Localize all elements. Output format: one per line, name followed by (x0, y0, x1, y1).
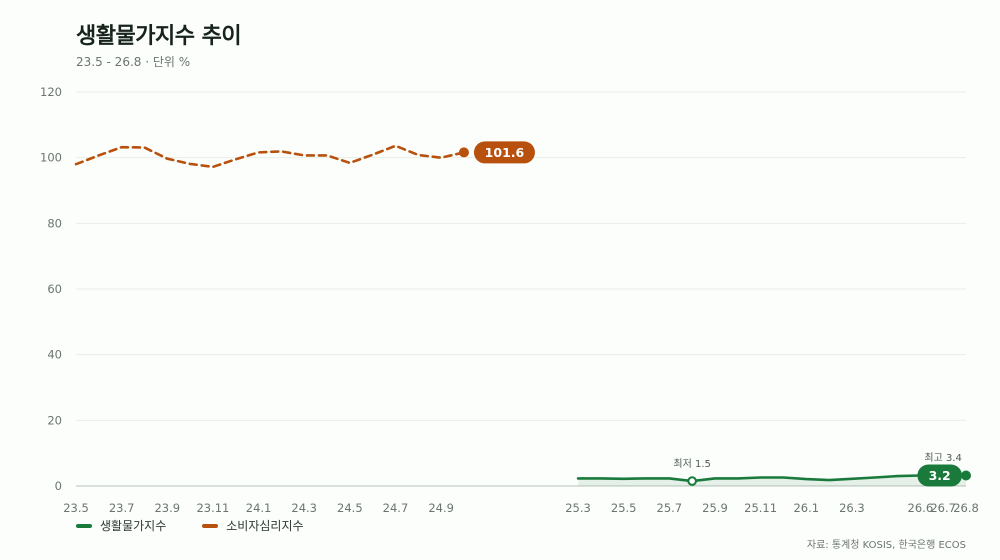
x-tick-label: 24.1 (246, 501, 272, 515)
legend-label: 소비자심리지수 (226, 519, 304, 533)
x-tick-label: 26.7 (930, 501, 956, 515)
series-end-label: 101.6 (485, 145, 525, 160)
series-end-label-bg (917, 464, 962, 487)
y-tick-label: 120 (40, 85, 62, 99)
x-tick-label: 25.7 (657, 501, 683, 515)
source-note: 자료: 통계청 KOSIS, 한국은행 ECOS (806, 540, 966, 551)
x-tick-label: 26.3 (839, 501, 865, 515)
x-tick-label: 25.3 (565, 501, 591, 515)
chart-subtitle: 23.5 - 26.8 · 단위 % (76, 55, 191, 69)
chart-title: 생활물가지수 추이 (76, 24, 242, 49)
x-tick-label: 23.7 (109, 501, 135, 515)
x-tick-label: 24.7 (383, 501, 409, 515)
legend-item: 생활물가지수 (76, 517, 166, 534)
y-tick-label: 60 (47, 282, 62, 296)
y-tick-label: 100 (40, 151, 62, 165)
series-end-point (961, 470, 971, 481)
x-tick-label: 26.8 (953, 501, 979, 515)
y-tick-label: 40 (47, 348, 62, 362)
series-line (74, 144, 466, 169)
x-tick-label: 24.3 (291, 501, 317, 515)
x-tick-label: 25.5 (611, 501, 637, 515)
x-tick-label: 24.5 (337, 501, 363, 515)
y-tick-label: 20 (47, 413, 62, 427)
legend-label: 생활물가지수 (100, 519, 167, 533)
annotation-marker (687, 476, 697, 486)
legend-item: 소비자심리지수 (202, 517, 304, 534)
x-tick-label: 23.5 (63, 501, 89, 515)
legend: 생활물가지수 소비자심리지수 (76, 517, 304, 534)
x-tick-label: 26.6 (908, 501, 934, 515)
series-end-label: 3.2 (929, 468, 951, 483)
series-line (576, 473, 968, 483)
x-tick-label: 25.9 (702, 501, 728, 515)
legend-swatch (76, 523, 92, 528)
series-end-point (458, 147, 469, 158)
x-tick-label: 25.11 (744, 501, 777, 515)
x-tick-label: 26.1 (793, 501, 819, 515)
annotation-label: 최고 3.4 (924, 452, 961, 464)
legend-swatch (202, 523, 219, 528)
annotation-label: 최저 1.5 (673, 458, 710, 470)
series-area (578, 474, 966, 486)
y-tick-label: 0 (55, 479, 62, 493)
y-tick-label: 80 (47, 216, 62, 230)
x-tick-label: 23.9 (154, 501, 180, 515)
series-end-label-bg (473, 141, 535, 164)
x-tick-label: 23.11 (196, 501, 229, 515)
x-tick-label: 24.9 (428, 501, 454, 515)
